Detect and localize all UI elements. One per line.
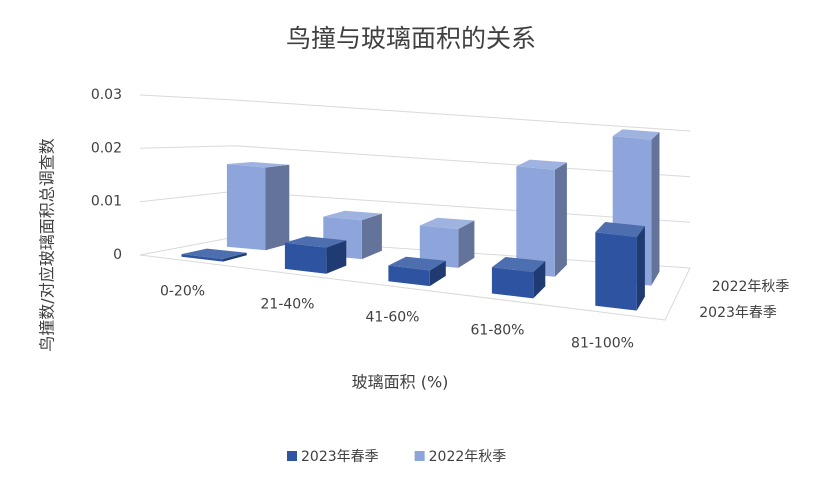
- bar: [226, 162, 290, 251]
- bar: [595, 222, 645, 311]
- bar-side: [361, 213, 382, 260]
- chart-title: 鸟撞与玻璃面积的关系: [286, 24, 536, 53]
- bar-side: [429, 260, 446, 287]
- bar-side: [265, 164, 290, 251]
- x-tick-label: 41-60%: [366, 310, 420, 326]
- bar-side: [636, 226, 645, 311]
- legend-label: 2022年秋季: [429, 449, 507, 465]
- bar-top: [612, 129, 660, 140]
- legend-label: 2023年春季: [301, 449, 379, 465]
- grid-line: [139, 145, 691, 178]
- bar: [388, 256, 446, 287]
- bar-side: [222, 252, 247, 262]
- bar-side: [554, 162, 567, 277]
- bar-top: [181, 248, 247, 259]
- bar-top: [388, 256, 446, 271]
- bar-front: [516, 166, 555, 277]
- bar-top: [491, 257, 546, 273]
- floor-edge: [139, 254, 691, 321]
- bar-top: [516, 159, 567, 170]
- depth-label: 2023年春季: [699, 305, 777, 321]
- legend-swatch: [287, 451, 297, 461]
- bar-front: [491, 267, 534, 299]
- bar-top: [226, 162, 290, 168]
- bar-side: [326, 240, 347, 274]
- bar-side: [458, 220, 475, 268]
- bar-front: [595, 232, 637, 311]
- bar-front: [284, 242, 327, 274]
- x-tick-label: 0-20%: [160, 284, 205, 300]
- bar-side: [533, 261, 546, 299]
- bar: [181, 248, 247, 262]
- bar-front: [419, 225, 459, 268]
- x-tick-label: 61-80%: [471, 323, 525, 339]
- depth-label: 2022年秋季: [712, 279, 790, 295]
- x-axis-title: 玻璃面积 (%): [352, 373, 449, 392]
- bar: [516, 159, 567, 277]
- bar-top: [284, 236, 347, 248]
- bar-front: [226, 164, 266, 251]
- x-tick-label: 81-100%: [571, 336, 634, 352]
- grid-line: [139, 190, 691, 223]
- bar: [419, 217, 475, 268]
- bar: [491, 257, 546, 299]
- y-axis-title: 鸟撞数/对应玻璃面积总调查数: [38, 138, 57, 351]
- bar-top: [419, 217, 475, 229]
- bar: [284, 236, 347, 274]
- bar-top: [323, 210, 382, 221]
- y-tick-label: 0.01: [91, 194, 122, 210]
- legend-swatch: [414, 451, 425, 461]
- y-tick-label: 0.03: [91, 87, 122, 103]
- bar-front: [388, 265, 430, 287]
- grid-line: [139, 94, 691, 132]
- bar-front: [181, 254, 223, 262]
- bar-top: [595, 222, 645, 238]
- y-tick-label: 0: [113, 247, 122, 263]
- y-tick-label: 0.02: [91, 140, 122, 156]
- bar-side: [651, 132, 660, 286]
- x-tick-label: 21-40%: [261, 297, 315, 313]
